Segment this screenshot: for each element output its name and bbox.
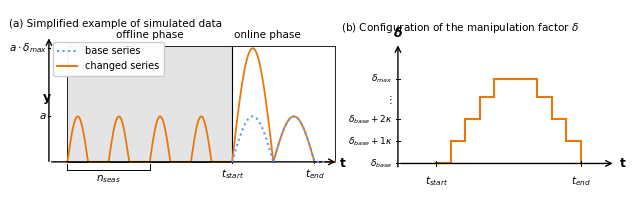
Text: $\boldsymbol{\delta}$: $\boldsymbol{\delta}$ — [393, 26, 403, 40]
Text: $\delta_{base}$: $\delta_{base}$ — [371, 157, 393, 170]
Polygon shape — [67, 46, 232, 162]
Text: $n_{seas}$: $n_{seas}$ — [96, 173, 121, 185]
Text: $a$: $a$ — [39, 111, 47, 121]
Text: $\mathbf{t}$: $\mathbf{t}$ — [619, 157, 627, 170]
Text: $\mathbf{t}$: $\mathbf{t}$ — [339, 157, 347, 170]
Text: $t_{start}$: $t_{start}$ — [221, 167, 244, 181]
Text: (a) Simplified example of simulated data: (a) Simplified example of simulated data — [10, 19, 223, 29]
Legend: base series, changed series: base series, changed series — [52, 42, 164, 76]
Text: online phase: online phase — [234, 30, 301, 40]
Text: offline phase: offline phase — [116, 30, 184, 40]
Text: $\delta_{max}$: $\delta_{max}$ — [371, 73, 393, 85]
Text: $\vdots$: $\vdots$ — [385, 93, 393, 106]
Text: $a \cdot \delta_{max}$: $a \cdot \delta_{max}$ — [9, 41, 47, 55]
Text: $\mathbf{y}$: $\mathbf{y}$ — [42, 92, 52, 106]
Text: $\delta_{base}+1\kappa$: $\delta_{base}+1\kappa$ — [348, 135, 393, 148]
Text: $t_{end}$: $t_{end}$ — [305, 167, 324, 181]
Text: $t_{start}$: $t_{start}$ — [424, 175, 448, 188]
Text: $\delta_{base}+2\kappa$: $\delta_{base}+2\kappa$ — [348, 113, 393, 126]
Text: $t_{end}$: $t_{end}$ — [571, 175, 591, 188]
Text: (b) Configuration of the manipulation factor $\delta$: (b) Configuration of the manipulation fa… — [341, 21, 580, 35]
